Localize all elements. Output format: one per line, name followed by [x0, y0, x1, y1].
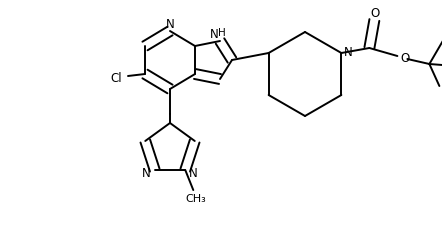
Text: O: O	[371, 6, 380, 19]
Text: N: N	[189, 166, 198, 179]
Text: N: N	[210, 27, 218, 40]
Text: O: O	[401, 51, 410, 64]
Text: N: N	[142, 166, 151, 179]
Text: N: N	[166, 17, 175, 30]
Text: H: H	[218, 28, 226, 38]
Text: CH₃: CH₃	[185, 193, 206, 203]
Text: Cl: Cl	[110, 71, 122, 84]
Text: N: N	[344, 45, 353, 58]
